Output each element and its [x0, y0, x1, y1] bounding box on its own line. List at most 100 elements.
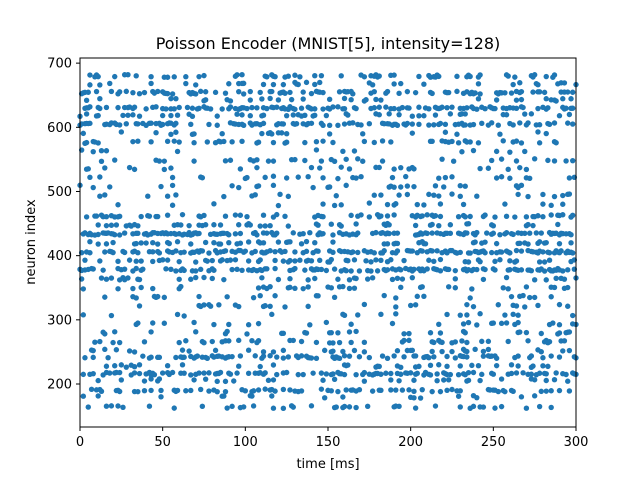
spike-point: [274, 104, 280, 110]
spike-point: [148, 376, 154, 382]
spike-point: [436, 362, 442, 368]
spike-point: [260, 212, 267, 218]
spike-point: [565, 89, 571, 95]
spike-point: [292, 106, 298, 112]
spike-point: [556, 354, 563, 360]
spike-point: [211, 240, 217, 246]
spike-point: [193, 82, 199, 88]
spike-point: [421, 113, 427, 119]
spike-point: [295, 371, 301, 378]
spike-point: [239, 112, 245, 118]
spike-point: [135, 121, 141, 127]
spike-point: [90, 184, 96, 191]
spike-point: [548, 388, 554, 394]
spike-point: [237, 166, 244, 172]
spike-point: [515, 353, 521, 359]
spike-point: [513, 258, 520, 264]
spike-point: [517, 120, 523, 126]
spike-point: [202, 222, 209, 228]
spike-point: [452, 339, 459, 345]
spike-point: [399, 104, 406, 111]
spike-point: [379, 158, 386, 164]
spike-row-630: [82, 104, 576, 113]
spike-point: [386, 230, 392, 237]
spike-point: [308, 120, 315, 126]
spike-point: [240, 91, 247, 97]
spike-point: [441, 377, 447, 383]
spike-point: [411, 377, 417, 383]
spike-point: [449, 191, 455, 197]
spike-point: [245, 322, 252, 328]
spike-point: [525, 221, 531, 228]
spike-point: [287, 284, 293, 291]
spike-point: [87, 104, 93, 110]
spike-point: [383, 370, 389, 376]
spike-point: [305, 303, 311, 310]
spike-point: [376, 104, 382, 110]
spike-point: [371, 192, 377, 198]
spike-point: [472, 239, 478, 245]
spike-point: [83, 111, 90, 117]
spike-point: [429, 348, 435, 355]
spike-point: [169, 369, 176, 376]
spike-point: [270, 139, 277, 146]
spike-point: [560, 201, 566, 207]
spike-point: [331, 202, 338, 209]
spike-point: [112, 329, 118, 335]
spike-point: [240, 404, 247, 410]
spike-point: [520, 104, 526, 111]
spike-point: [315, 222, 321, 228]
spike-point: [503, 230, 510, 236]
spike-point: [449, 174, 455, 180]
spike-point: [507, 175, 513, 181]
spike-point: [393, 295, 399, 301]
spike-point: [432, 403, 439, 409]
spike-point: [454, 88, 460, 95]
spike-point: [302, 157, 308, 164]
spike-point: [331, 266, 338, 272]
spike-point: [523, 405, 530, 411]
spike-point: [103, 403, 110, 409]
spike-point: [465, 319, 472, 326]
spike-row-206: [95, 376, 571, 385]
spike-row-619: [77, 111, 573, 120]
spike-point: [80, 393, 87, 399]
spike-point: [556, 240, 563, 247]
spike-point: [183, 338, 189, 344]
spike-point: [364, 403, 371, 409]
spike-point: [270, 405, 277, 411]
spike-point: [320, 377, 326, 383]
spike-point: [214, 388, 220, 395]
spike-point: [313, 339, 320, 346]
spike-point: [391, 212, 397, 218]
spike-point: [135, 223, 141, 229]
spike-point: [148, 74, 154, 80]
spike-point: [546, 257, 553, 263]
spike-point: [214, 113, 220, 119]
spike-point: [308, 90, 315, 97]
spike-point: [264, 74, 270, 80]
spike-point: [551, 72, 558, 78]
spike-point: [421, 202, 427, 208]
spike-point: [498, 249, 505, 255]
spike-point: [116, 89, 123, 95]
spike-point: [272, 248, 278, 255]
spike-point: [298, 105, 305, 111]
spike-point: [404, 183, 411, 189]
spike-point: [407, 302, 414, 309]
spike-point: [560, 212, 566, 218]
spike-point: [338, 202, 344, 208]
spike-point: [295, 81, 301, 88]
spike-point: [348, 268, 354, 274]
spike-point: [209, 338, 215, 345]
spike-point: [485, 165, 492, 171]
spike-point: [338, 73, 344, 79]
spike-point: [161, 158, 168, 164]
spike-point: [560, 192, 566, 199]
spike-point: [326, 131, 333, 137]
spike-point: [244, 331, 250, 337]
spike-row-164: [85, 403, 554, 412]
spike-point: [426, 106, 432, 112]
spike-point: [462, 122, 468, 128]
spike-point: [260, 120, 267, 127]
